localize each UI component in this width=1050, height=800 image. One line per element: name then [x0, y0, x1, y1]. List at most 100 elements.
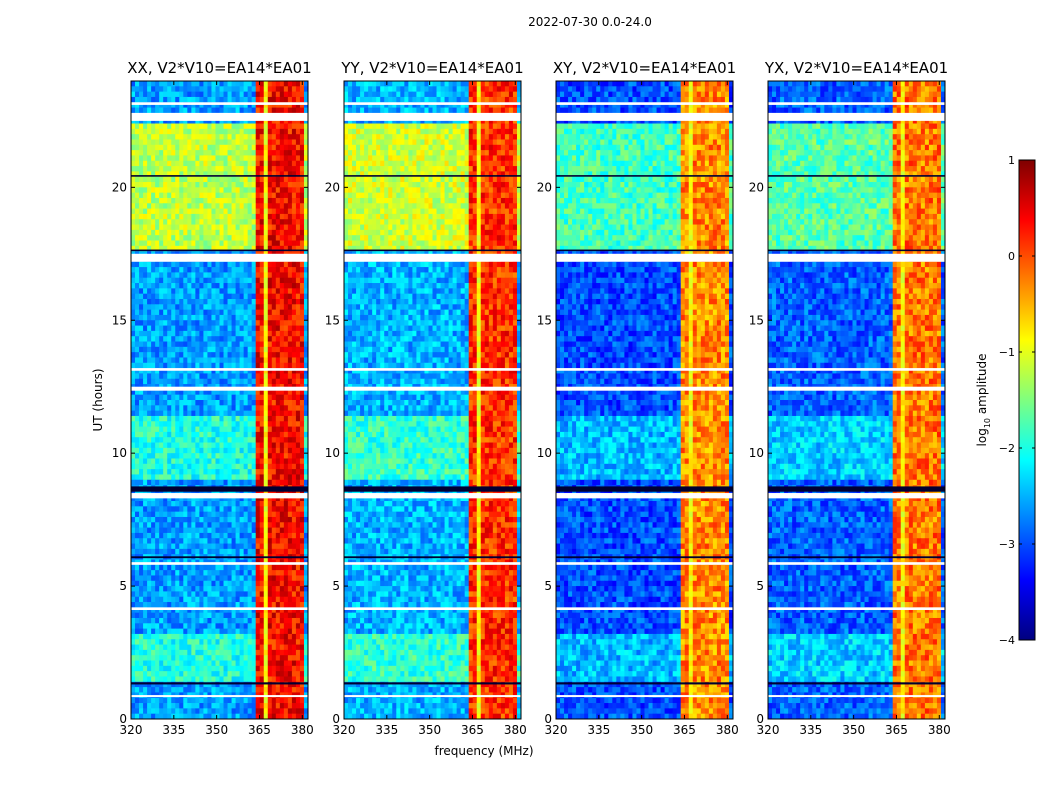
heatmap-cell [139, 352, 144, 358]
heatmap-cell [219, 86, 224, 93]
heatmap-cell [191, 676, 196, 683]
heatmap-cell [151, 304, 156, 311]
heatmap-cell [151, 548, 156, 555]
heatmap-cell [207, 453, 212, 459]
heatmap-cell [211, 219, 216, 225]
heatmap-cell [235, 527, 241, 534]
heatmap-cell [271, 580, 277, 587]
heatmap-cell [263, 288, 269, 295]
heatmap-cell [147, 298, 152, 305]
heatmap-cell [195, 575, 200, 582]
heatmap-cell [163, 602, 168, 608]
heatmap-cell [199, 128, 204, 135]
heatmap-cell [151, 81, 156, 87]
heatmap-cell [219, 649, 224, 656]
heatmap-cell [275, 203, 281, 209]
heatmap-cell [299, 229, 305, 236]
heatmap-cell [251, 378, 257, 385]
heatmap-cell [139, 431, 144, 438]
heatmap-cell [135, 586, 140, 592]
heatmap-cell [151, 644, 156, 651]
heatmap-cell [207, 639, 212, 645]
heatmap-cell [187, 591, 192, 598]
heatmap-cell [235, 197, 241, 204]
heatmap-cell [275, 261, 281, 268]
heatmap-cell [199, 681, 204, 688]
heatmap-cell [183, 330, 188, 337]
heatmap-cell [251, 474, 257, 481]
heatmap-cell [243, 511, 249, 518]
heatmap-cell [143, 197, 148, 204]
heatmap-cell [175, 564, 180, 571]
heatmap-cell [239, 394, 245, 401]
heatmap-cell [287, 474, 293, 481]
heatmap-cell [243, 219, 249, 225]
heatmap-cell [267, 118, 273, 124]
heatmap-cell [255, 458, 261, 465]
heatmap-cell [275, 527, 281, 534]
heatmap-cell [207, 378, 212, 385]
heatmap-cell [191, 298, 196, 305]
heatmap-cell [183, 431, 188, 438]
heatmap-cell [151, 277, 156, 284]
heatmap-cell [219, 245, 224, 252]
heatmap-cell [139, 575, 144, 582]
heatmap-cell [271, 325, 277, 332]
heatmap-cell [251, 96, 257, 103]
heatmap-cell [147, 437, 152, 443]
heatmap-cell [263, 336, 269, 342]
heatmap-cell [179, 628, 184, 635]
heatmap-cell [167, 314, 172, 321]
heatmap-cell [199, 655, 204, 661]
heatmap-cell [295, 304, 301, 311]
heatmap-cell [219, 506, 224, 513]
heatmap-cell [275, 336, 281, 342]
heatmap-cell [235, 208, 241, 215]
heatmap-cell [283, 421, 289, 427]
heatmap-cell [151, 107, 156, 114]
heatmap-cell [243, 330, 249, 337]
heatmap-cell [231, 644, 236, 651]
heatmap-cell [243, 293, 249, 300]
heatmap-cell [131, 415, 136, 422]
heatmap-cell [263, 543, 269, 550]
heatmap-cell [215, 623, 220, 630]
heatmap-cell [143, 336, 148, 342]
heatmap-cell [147, 400, 152, 406]
heatmap-cell [223, 644, 228, 651]
heatmap-cell [179, 570, 184, 576]
heatmap-cell [219, 431, 224, 438]
heatmap-cell [291, 213, 297, 220]
heatmap-cell [275, 463, 281, 470]
heatmap-cell [211, 272, 216, 279]
heatmap-cell [179, 336, 184, 342]
heatmap-cell [163, 144, 168, 151]
heatmap-cell [175, 458, 180, 465]
heatmap-cell [251, 660, 257, 667]
heatmap-cell [287, 378, 293, 385]
heatmap-cell [223, 261, 228, 268]
heatmap-cell [295, 352, 301, 358]
heatmap-cell [223, 580, 228, 587]
heatmap-cell [299, 102, 305, 108]
heatmap-cell [275, 623, 281, 630]
heatmap-cell [139, 362, 144, 369]
heatmap-cell [203, 102, 208, 108]
heatmap-cell [207, 213, 212, 220]
heatmap-cell [239, 91, 245, 98]
heatmap-cell [139, 421, 144, 427]
heatmap-cell [279, 187, 285, 194]
heatmap-cell [203, 660, 208, 667]
heatmap-cell [275, 655, 281, 661]
heatmap-cell [135, 447, 140, 454]
heatmap-cell [207, 602, 212, 608]
heatmap-cell [267, 139, 273, 146]
heatmap-cell [163, 277, 168, 284]
heatmap-cell [135, 628, 140, 635]
heatmap-cell [155, 128, 160, 135]
heatmap-cell [263, 458, 269, 465]
heatmap-cell [139, 389, 144, 396]
heatmap-cell [227, 607, 232, 614]
heatmap-cell [291, 203, 297, 209]
heatmap-cell [203, 160, 208, 167]
